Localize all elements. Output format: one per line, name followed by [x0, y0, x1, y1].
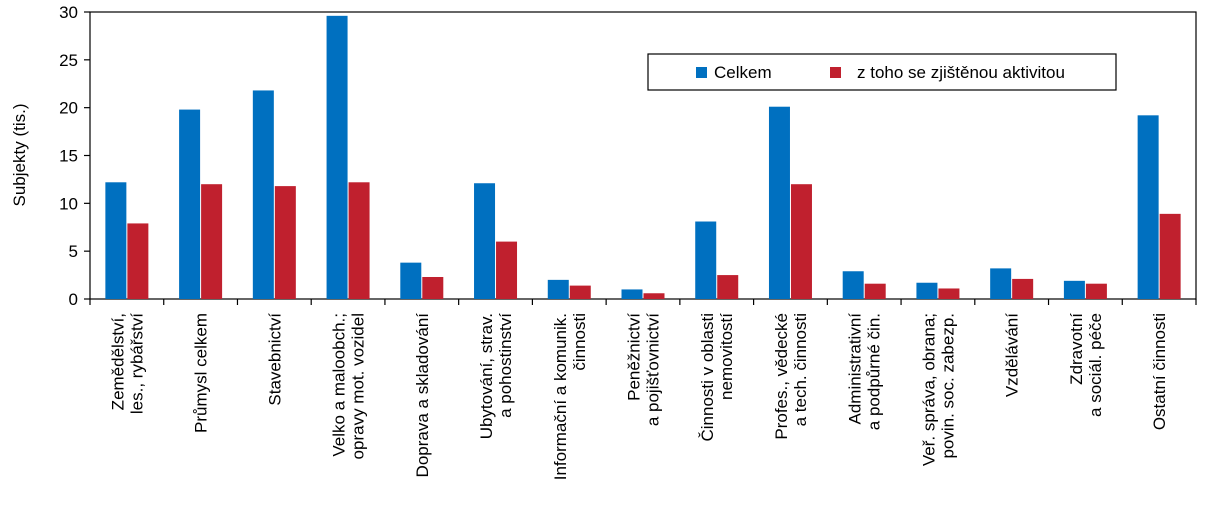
bar-celkem: [400, 262, 422, 299]
bar-celkem: [1063, 280, 1085, 299]
bar-celkem: [474, 183, 496, 299]
bar-aktivita: [348, 182, 370, 299]
y-tick-label: 30: [59, 3, 78, 22]
y-axis-title: Subjekty (tis.): [10, 104, 29, 207]
bar-celkem: [621, 289, 643, 299]
x-category-label: Veř. správa, obrana;: [919, 313, 938, 466]
bar-aktivita: [1012, 278, 1034, 299]
bar-celkem: [842, 271, 864, 299]
bar-celkem: [990, 268, 1012, 299]
bar-celkem: [768, 106, 790, 300]
bar-aktivita: [127, 223, 149, 299]
x-category-label: nemovitostí: [717, 313, 736, 400]
bar-aktivita: [717, 275, 739, 299]
bar-celkem: [326, 15, 348, 300]
bar-aktivita: [201, 184, 223, 299]
bars-layer: [105, 15, 1181, 300]
legend-swatch-celkem: [696, 67, 707, 78]
x-category-label: a pojišťovnictví: [644, 313, 663, 426]
bar-celkem: [547, 279, 569, 299]
x-category-label: a sociál. péče: [1086, 313, 1105, 417]
bar-aktivita: [790, 184, 812, 299]
bar-celkem: [252, 90, 274, 300]
bar-celkem: [916, 282, 938, 299]
x-category-label: Průmysl celkem: [192, 313, 211, 433]
x-category-label: a pohostinství: [496, 313, 515, 418]
bar-aktivita: [422, 276, 444, 299]
x-category-label: Zemědělství,: [108, 313, 127, 410]
bar-aktivita: [864, 283, 886, 299]
x-category-label: Profes., vědecké: [772, 313, 791, 440]
x-category-label: Administrativní: [846, 313, 865, 425]
bar-aktivita: [569, 285, 591, 299]
x-category-label: činnosti: [570, 313, 589, 371]
x-category-label: Peněžnictví: [625, 313, 644, 401]
x-category-label: Činnosti v oblasti: [698, 313, 717, 442]
x-category-label: povin. soc. zabezp.: [938, 313, 957, 459]
x-category-label: Zdravotní: [1067, 313, 1086, 385]
bar-aktivita: [496, 241, 518, 299]
x-category-label: a podpůrné čin.: [865, 313, 884, 430]
x-category-label: Vzdělávání: [1003, 313, 1022, 397]
bar-celkem: [105, 182, 127, 299]
x-category-label: les., rybářství: [127, 313, 146, 414]
legend-box: [647, 53, 1117, 91]
x-category-label: Ostatní činnosti: [1150, 313, 1169, 430]
x-category-label: a tech. činnosti: [791, 313, 810, 426]
bar-celkem: [695, 221, 717, 299]
bar-aktivita: [274, 186, 296, 299]
y-tick-label: 15: [59, 147, 78, 166]
x-category-label: Velko a maloobch.;: [330, 313, 349, 457]
bar-aktivita: [1085, 283, 1107, 299]
bar-aktivita: [1159, 213, 1181, 299]
legend-label-aktivita: z toho se zjištěnou aktivitou: [857, 63, 1065, 82]
bar-aktivita: [938, 288, 960, 299]
x-category-label: opravy mot. vozidel: [349, 313, 368, 459]
x-category-label: Informační a komunik.: [551, 313, 570, 480]
y-tick-label: 25: [59, 51, 78, 70]
x-axis: Zemědělství, les., rybářství Průmysl celke…: [89, 299, 1197, 480]
y-tick-label: 5: [69, 242, 78, 261]
bar-aktivita: [643, 293, 665, 299]
y-tick-label: 20: [59, 99, 78, 118]
legend-swatch-aktivita: [830, 67, 841, 78]
x-category-label: Stavebnictví: [265, 313, 284, 406]
y-axis: 0 5 10 15 20 25 30: [59, 3, 90, 309]
legend-label-celkem: Celkem: [714, 63, 772, 82]
x-category-label: Doprava a skladování: [413, 313, 432, 478]
legend: Celkem z toho se zjištěnou aktivitou: [647, 53, 1117, 91]
y-tick-label: 0: [69, 290, 78, 309]
bar-celkem: [1137, 115, 1159, 299]
bar-celkem: [179, 109, 201, 299]
x-category-label: Ubytování, strav.: [477, 313, 496, 439]
y-tick-label: 10: [59, 194, 78, 213]
